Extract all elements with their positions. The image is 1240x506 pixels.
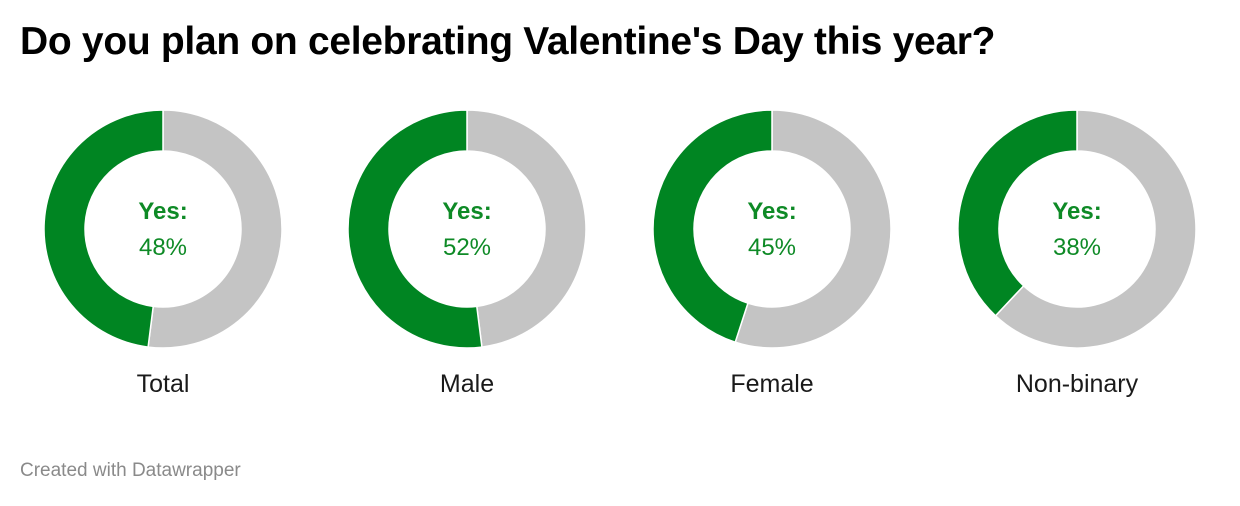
donut-chart-female: Yes: 45% Female: [652, 108, 892, 408]
slice-other: [466, 109, 587, 348]
yes-label: Yes:: [1052, 198, 1102, 225]
donut-chart-male: Yes: 52% Male: [347, 108, 587, 408]
category-label: Male: [439, 370, 495, 398]
yes-value: 45%: [747, 234, 797, 261]
yes-value: 38%: [1052, 234, 1102, 261]
category-label: Total: [136, 370, 190, 398]
yes-label: Yes:: [442, 198, 492, 225]
yes-label: Yes:: [138, 198, 188, 225]
yes-value: 52%: [442, 234, 492, 261]
category-label: Non-binary: [1015, 370, 1139, 398]
donut-svg: [652, 109, 892, 349]
donut-svg: [957, 109, 1197, 349]
slice-other: [147, 109, 283, 349]
slice-yes: [43, 109, 164, 348]
yes-label: Yes:: [747, 198, 797, 225]
slice-yes: [957, 109, 1078, 317]
slice-other: [994, 109, 1197, 349]
donut-chart-non-binary: Yes: 38% Non-binary: [957, 108, 1197, 408]
chart-title: Do you plan on celebrating Valentine's D…: [20, 20, 996, 63]
footer-credit: Created with Datawrapper: [20, 460, 241, 481]
slice-other: [734, 109, 892, 349]
category-label: Female: [730, 370, 814, 398]
donut-svg: [347, 109, 587, 349]
yes-value: 48%: [138, 234, 188, 261]
donut-svg: [43, 109, 283, 349]
donut-chart-total: Yes: 48% Total: [43, 108, 283, 408]
slice-yes: [347, 109, 483, 349]
slice-yes: [652, 109, 773, 344]
